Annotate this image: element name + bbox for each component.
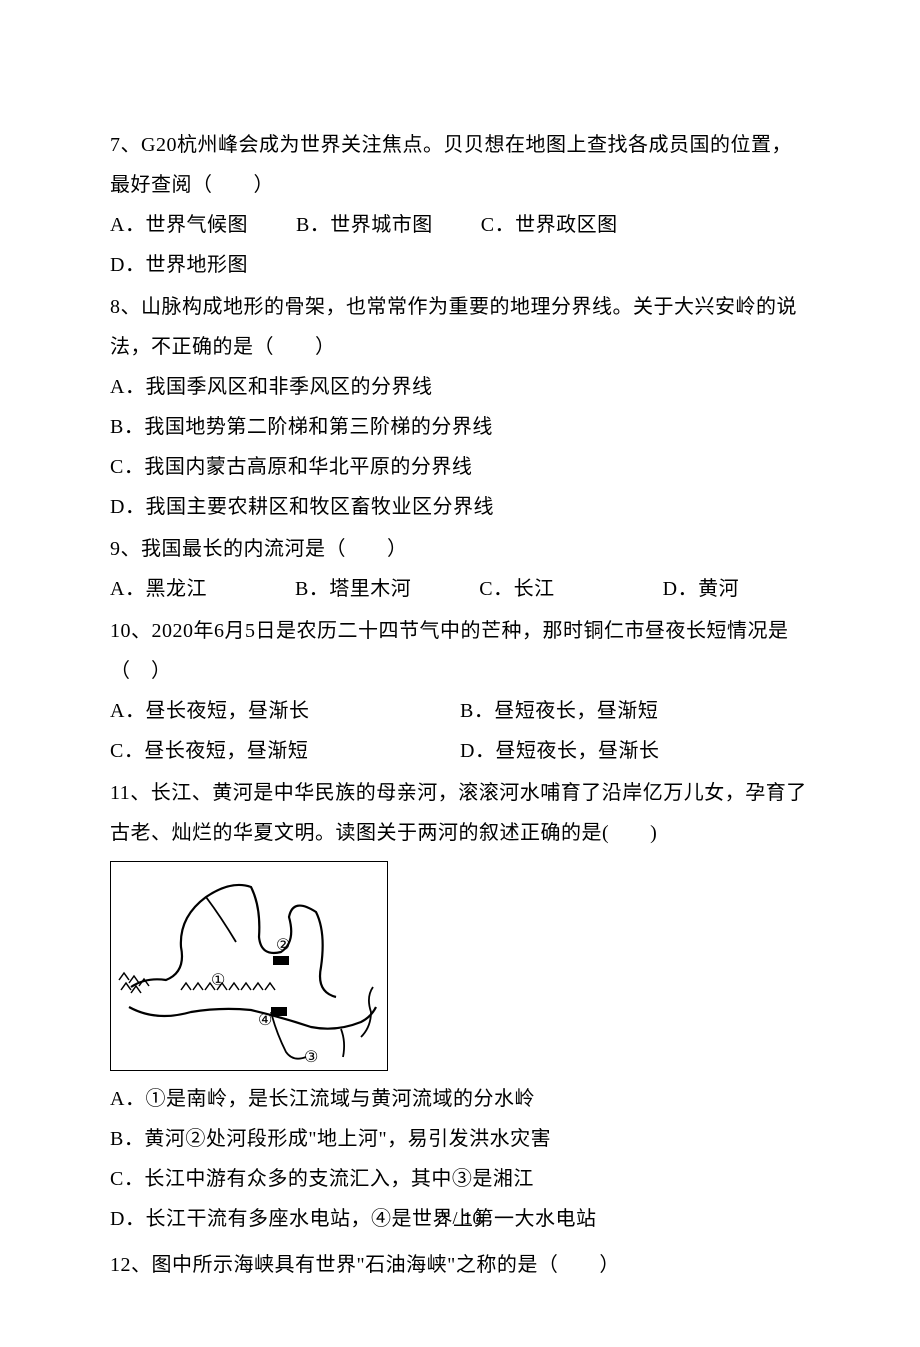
- option-b: B．昼短夜长，昼渐短: [460, 691, 810, 731]
- map-label-2: ②: [276, 937, 291, 954]
- question-9: 9、我国最长的内流河是（ ） A．黑龙江 B．塔里木河 C．长江 D．黄河: [110, 529, 810, 609]
- option-d: D．黄河: [663, 569, 739, 609]
- option-b: B．世界城市图: [296, 205, 433, 245]
- tributary-1: [206, 897, 236, 942]
- map-label-1: ①: [211, 972, 226, 989]
- question-8: 8、山脉构成地形的骨架，也常常作为重要的地理分界线。关于大兴安岭的说法，不正确的…: [110, 287, 810, 527]
- question-10: 10、2020年6月5日是农历二十四节气中的芒种，那时铜仁市昼夜长短情况是（ ）…: [110, 611, 810, 771]
- option-a: A．我国季风区和非季风区的分界线: [110, 367, 810, 407]
- option-c: C．世界政区图: [481, 205, 618, 245]
- question-stem: 9、我国最长的内流河是（ ）: [110, 529, 810, 569]
- option-b: B．塔里木河: [295, 569, 411, 609]
- question-options: A．我国季风区和非季风区的分界线 B．我国地势第二阶梯和第三阶梯的分界线 C．我…: [110, 367, 810, 527]
- option-d: D．昼短夜长，昼渐长: [460, 731, 810, 771]
- question-11: 11、长江、黄河是中华民族的母亲河，滚滚河水哺育了沿岸亿万儿女，孕育了古老、灿烂…: [110, 773, 810, 1239]
- option-a: A．①是南岭，是长江流域与黄河流域的分水岭: [110, 1079, 810, 1119]
- option-b: B．黄河②处河段形成"地上河"，易引发洪水灾害: [110, 1119, 810, 1159]
- map-label-4: ④: [258, 1012, 273, 1029]
- option-c: C．我国内蒙古高原和华北平原的分界线: [110, 447, 810, 487]
- option-d: D．我国主要农耕区和牧区畜牧业区分界线: [110, 487, 810, 527]
- question-stem: 11、长江、黄河是中华民族的母亲河，滚滚河水哺育了沿岸亿万儿女，孕育了古老、灿烂…: [110, 773, 810, 853]
- yellow-river-path: [131, 885, 336, 997]
- question-stem: 10、2020年6月5日是农历二十四节气中的芒种，那时铜仁市昼夜长短情况是（ ）: [110, 611, 810, 691]
- tributary-3: [341, 1029, 344, 1057]
- dam-upper: [273, 956, 289, 965]
- coast-path: [361, 987, 373, 1037]
- option-c: C．长江中游有众多的支流汇入，其中③是湘江: [110, 1159, 810, 1199]
- option-a: A．世界气候图: [110, 205, 248, 245]
- yangtze-river-path: [129, 1007, 376, 1029]
- map-label-3: ③: [304, 1049, 319, 1066]
- question-stem: 7、G20杭州峰会成为世界关注焦点。贝贝想在地图上查找各成员国的位置，最好查阅（…: [110, 125, 810, 205]
- option-a: A．昼长夜短，昼渐长: [110, 691, 460, 731]
- question-options: A．昼长夜短，昼渐长 B．昼短夜长，昼渐短 C．昼长夜短，昼渐短 D．昼短夜长，…: [110, 691, 810, 771]
- question-stem: 8、山脉构成地形的骨架，也常常作为重要的地理分界线。关于大兴安岭的说法，不正确的…: [110, 287, 810, 367]
- rivers-map-figure: ① ② ③ ④: [110, 861, 388, 1071]
- option-c: C．昼长夜短，昼渐短: [110, 731, 460, 771]
- question-options: A．黑龙江 B．塔里木河 C．长江 D．黄河: [110, 569, 810, 609]
- rivers-map-svg: ① ② ③ ④: [111, 862, 389, 1072]
- question-stem: 12、图中所示海峡具有世界"石油海峡"之称的是（ ）: [110, 1245, 810, 1285]
- option-c: C．长江: [479, 569, 554, 609]
- mountain-range-qinling: [181, 983, 275, 990]
- mountain-range-west: [119, 973, 149, 993]
- dam-lower: [271, 1007, 287, 1016]
- option-d: D．世界地形图: [110, 245, 248, 285]
- question-7: 7、G20杭州峰会成为世界关注焦点。贝贝想在地图上查找各成员国的位置，最好查阅（…: [110, 125, 810, 285]
- question-options: A．世界气候图 B．世界城市图 C．世界政区图 D．世界地形图: [110, 205, 810, 285]
- page-number: 2 / 10: [0, 1200, 920, 1236]
- option-a: A．黑龙江: [110, 569, 207, 609]
- option-b: B．我国地势第二阶梯和第三阶梯的分界线: [110, 407, 810, 447]
- question-12: 12、图中所示海峡具有世界"石油海峡"之称的是（ ）: [110, 1245, 810, 1285]
